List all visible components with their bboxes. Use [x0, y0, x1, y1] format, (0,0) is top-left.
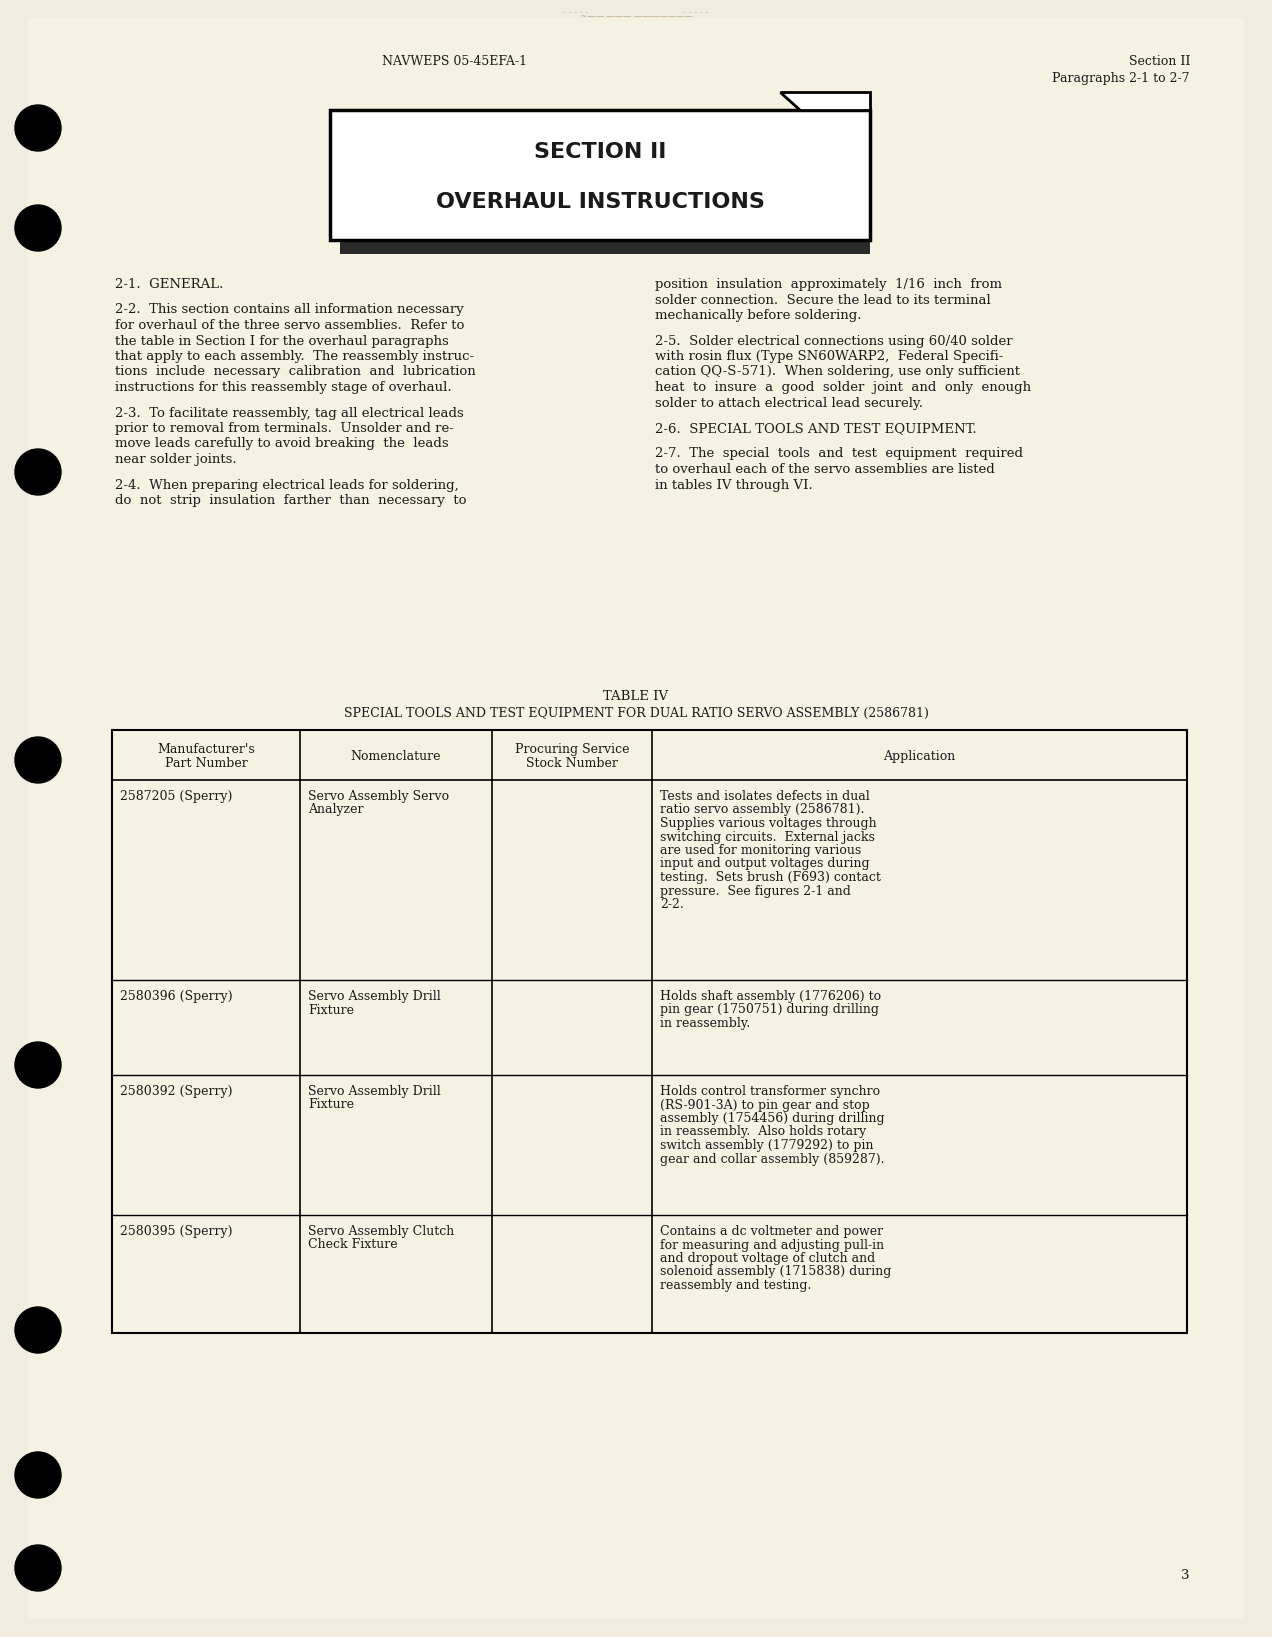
Text: to overhaul each of the servo assemblies are listed: to overhaul each of the servo assemblies… — [655, 463, 995, 476]
Text: Servo Assembly Clutch: Servo Assembly Clutch — [308, 1224, 454, 1238]
Bar — [340, 241, 870, 254]
Circle shape — [15, 105, 61, 151]
Text: position  insulation  approximately  1/16  inch  from: position insulation approximately 1/16 i… — [655, 278, 1002, 291]
Text: (RS-901-3A) to pin gear and stop: (RS-901-3A) to pin gear and stop — [660, 1098, 870, 1112]
Text: Supplies various voltages through: Supplies various voltages through — [660, 817, 876, 830]
Circle shape — [15, 1452, 61, 1498]
Text: Nomenclature: Nomenclature — [351, 750, 441, 763]
Text: prior to removal from terminals.  Unsolder and re-: prior to removal from terminals. Unsolde… — [114, 422, 454, 435]
Text: Part Number: Part Number — [164, 756, 247, 769]
Text: Check Fixture: Check Fixture — [308, 1239, 398, 1252]
Text: TABLE IV: TABLE IV — [603, 691, 669, 702]
Text: solenoid assembly (1715838) during: solenoid assembly (1715838) during — [660, 1265, 892, 1278]
Text: - - - - -: - - - - - — [563, 8, 589, 16]
Circle shape — [15, 1545, 61, 1591]
Text: Section II: Section II — [1128, 56, 1191, 69]
Text: that apply to each assembly.  The reassembly instruc-: that apply to each assembly. The reassem… — [114, 350, 474, 363]
Text: tions  include  necessary  calibration  and  lubrication: tions include necessary calibration and … — [114, 365, 476, 378]
Text: are used for monitoring various: are used for monitoring various — [660, 845, 861, 858]
Text: 3: 3 — [1182, 1568, 1191, 1581]
Text: heat  to  insure  a  good  solder  joint  and  only  enough: heat to insure a good solder joint and o… — [655, 381, 1032, 395]
Text: mechanically before soldering.: mechanically before soldering. — [655, 309, 861, 322]
Circle shape — [15, 1306, 61, 1354]
Text: 2-2.: 2-2. — [660, 899, 684, 912]
Text: Servo Assembly Drill: Servo Assembly Drill — [308, 990, 441, 1003]
Circle shape — [15, 1043, 61, 1089]
Text: near solder joints.: near solder joints. — [114, 453, 237, 467]
Text: 2-1.  GENERAL.: 2-1. GENERAL. — [114, 278, 224, 291]
Text: Manufacturer's: Manufacturer's — [158, 743, 254, 756]
Text: Holds control transformer synchro: Holds control transformer synchro — [660, 1085, 880, 1098]
Circle shape — [15, 737, 61, 782]
Text: ratio servo assembly (2586781).: ratio servo assembly (2586781). — [660, 804, 865, 817]
Text: for overhaul of the three servo assemblies.  Refer to: for overhaul of the three servo assembli… — [114, 319, 464, 332]
Text: Holds shaft assembly (1776206) to: Holds shaft assembly (1776206) to — [660, 990, 881, 1003]
Text: ~—— ——— ———————: ~—— ——— ——————— — [580, 11, 692, 21]
Text: and dropout voltage of clutch and: and dropout voltage of clutch and — [660, 1252, 875, 1265]
Circle shape — [15, 449, 61, 494]
Text: Paragraphs 2-1 to 2-7: Paragraphs 2-1 to 2-7 — [1052, 72, 1191, 85]
Text: the table in Section I for the overhaul paragraphs: the table in Section I for the overhaul … — [114, 334, 449, 347]
Text: - - - - -: - - - - - — [683, 8, 709, 16]
Text: reassembly and testing.: reassembly and testing. — [660, 1278, 812, 1292]
Text: input and output voltages during: input and output voltages during — [660, 858, 870, 871]
Text: SECTION II: SECTION II — [534, 142, 667, 162]
Text: 2580395 (Sperry): 2580395 (Sperry) — [120, 1224, 233, 1238]
Text: cation QQ-S-571).  When soldering, use only sufficient: cation QQ-S-571). When soldering, use on… — [655, 365, 1020, 378]
Text: in tables IV through VI.: in tables IV through VI. — [655, 478, 813, 491]
Text: 2-7.  The  special  tools  and  test  equipment  required: 2-7. The special tools and test equipmen… — [655, 447, 1023, 460]
Text: Contains a dc voltmeter and power: Contains a dc voltmeter and power — [660, 1224, 883, 1238]
Text: assembly (1754456) during drilling: assembly (1754456) during drilling — [660, 1112, 884, 1125]
Text: NAVWEPS 05-45EFA-1: NAVWEPS 05-45EFA-1 — [383, 56, 528, 69]
Text: 2-4.  When preparing electrical leads for soldering,: 2-4. When preparing electrical leads for… — [114, 478, 459, 491]
Text: 2-3.  To facilitate reassembly, tag all electrical leads: 2-3. To facilitate reassembly, tag all e… — [114, 406, 464, 419]
Text: Procuring Service: Procuring Service — [515, 743, 630, 756]
Text: gear and collar assembly (859287).: gear and collar assembly (859287). — [660, 1152, 884, 1166]
Bar — [329, 110, 870, 241]
Polygon shape — [780, 92, 870, 110]
Text: switching circuits.  External jacks: switching circuits. External jacks — [660, 830, 875, 843]
Text: in reassembly.: in reassembly. — [660, 1017, 750, 1030]
Text: 2587205 (Sperry): 2587205 (Sperry) — [120, 791, 233, 804]
Text: Application: Application — [883, 750, 955, 763]
Text: SPECIAL TOOLS AND TEST EQUIPMENT FOR DUAL RATIO SERVO ASSEMBLY (2586781): SPECIAL TOOLS AND TEST EQUIPMENT FOR DUA… — [343, 707, 929, 720]
Text: Stock Number: Stock Number — [527, 756, 618, 769]
Bar — [112, 730, 1187, 1333]
Text: Servo Assembly Drill: Servo Assembly Drill — [308, 1085, 441, 1098]
Text: do  not  strip  insulation  farther  than  necessary  to: do not strip insulation farther than nec… — [114, 494, 467, 507]
Text: with rosin flux (Type SN60WARP2,  Federal Specifi-: with rosin flux (Type SN60WARP2, Federal… — [655, 350, 1004, 363]
Text: 2-5.  Solder electrical connections using 60/40 solder: 2-5. Solder electrical connections using… — [655, 334, 1013, 347]
Text: Servo Assembly Servo: Servo Assembly Servo — [308, 791, 449, 804]
Text: pressure.  See figures 2-1 and: pressure. See figures 2-1 and — [660, 884, 851, 897]
Text: 2580392 (Sperry): 2580392 (Sperry) — [120, 1085, 233, 1098]
Text: Tests and isolates defects in dual: Tests and isolates defects in dual — [660, 791, 870, 804]
Text: Analyzer: Analyzer — [308, 804, 364, 817]
Text: 2-6.  SPECIAL TOOLS AND TEST EQUIPMENT.: 2-6. SPECIAL TOOLS AND TEST EQUIPMENT. — [655, 422, 977, 435]
Text: switch assembly (1779292) to pin: switch assembly (1779292) to pin — [660, 1139, 874, 1152]
Text: 2-2.  This section contains all information necessary: 2-2. This section contains all informati… — [114, 303, 464, 316]
Text: in reassembly.  Also holds rotary: in reassembly. Also holds rotary — [660, 1126, 866, 1138]
Text: solder connection.  Secure the lead to its terminal: solder connection. Secure the lead to it… — [655, 293, 991, 306]
Text: testing.  Sets brush (F693) contact: testing. Sets brush (F693) contact — [660, 871, 881, 884]
Text: OVERHAUL INSTRUCTIONS: OVERHAUL INSTRUCTIONS — [435, 192, 764, 213]
Text: solder to attach electrical lead securely.: solder to attach electrical lead securel… — [655, 396, 923, 409]
Text: instructions for this reassembly stage of overhaul.: instructions for this reassembly stage o… — [114, 381, 452, 395]
Text: for measuring and adjusting pull-in: for measuring and adjusting pull-in — [660, 1239, 884, 1252]
Circle shape — [15, 205, 61, 250]
Text: pin gear (1750751) during drilling: pin gear (1750751) during drilling — [660, 1003, 879, 1017]
Text: move leads carefully to avoid breaking  the  leads: move leads carefully to avoid breaking t… — [114, 437, 449, 450]
Text: Fixture: Fixture — [308, 1098, 354, 1112]
Text: Fixture: Fixture — [308, 1003, 354, 1017]
Text: 2580396 (Sperry): 2580396 (Sperry) — [120, 990, 233, 1003]
